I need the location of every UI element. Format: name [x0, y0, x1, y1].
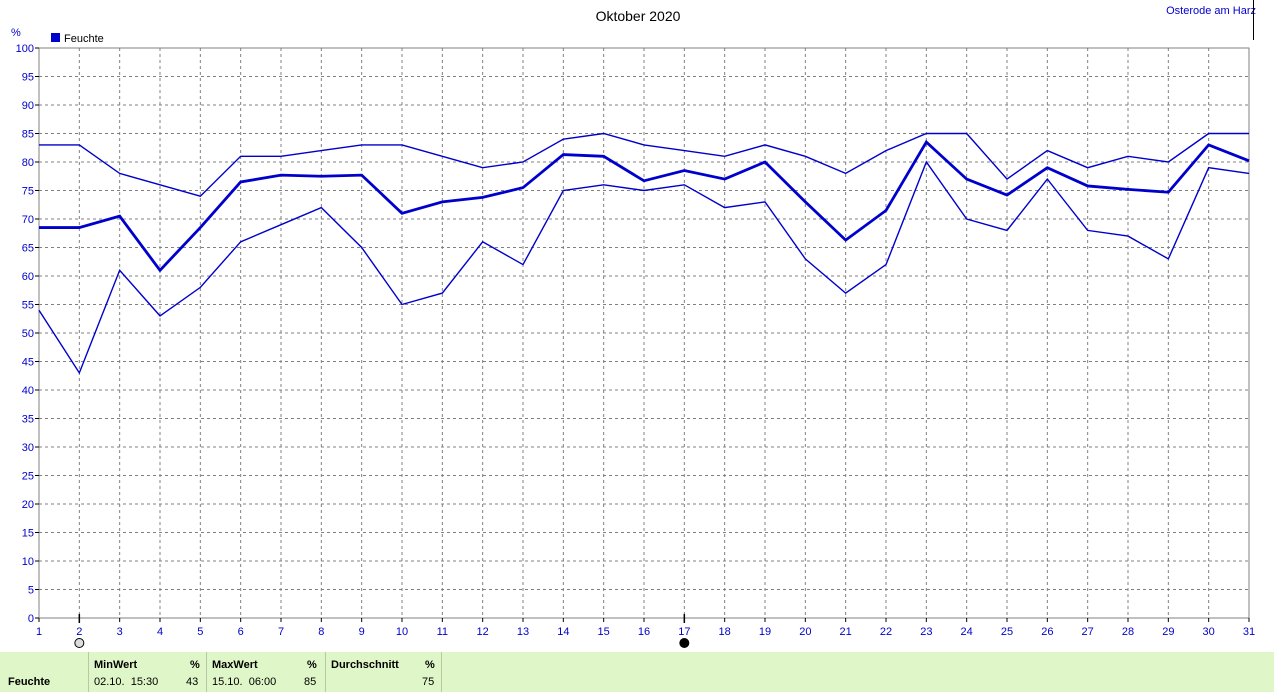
avg-header: Durchschnitt — [331, 659, 399, 671]
x-tick-label: 31 — [1243, 626, 1255, 638]
x-tick-label: 25 — [1001, 626, 1013, 638]
y-tick-label: 15 — [22, 528, 34, 540]
column-divider — [88, 652, 89, 692]
column-divider — [325, 652, 326, 692]
x-tick-label: 26 — [1041, 626, 1053, 638]
y-axis-ticks: 0 5 10 15 20 25 30 35 40 45 50 55 60 65 70 75 80 85 90 95 10… — [16, 43, 39, 625]
max-value: 85 — [304, 676, 317, 688]
max-header: MaxWert — [212, 659, 258, 671]
x-axis-ticks: 1 2 3 4 5 6 7 8 9 10 11 12 13 14 15 16 17 18 19 20 21 22 23 24 2… — [36, 618, 1255, 638]
max-unit: % — [307, 659, 317, 671]
min-value: 43 — [186, 676, 199, 688]
x-tick-label: 30 — [1203, 626, 1215, 638]
y-tick-label: 70 — [22, 214, 34, 226]
x-tick-label: 27 — [1082, 626, 1094, 638]
y-tick-label: 25 — [22, 471, 34, 483]
x-tick-label: 7 — [278, 626, 284, 638]
y-tick-label: 50 — [22, 328, 34, 340]
y-tick-label: 90 — [22, 100, 34, 112]
y-tick-label: 45 — [22, 357, 34, 369]
max-humidity-line — [39, 132, 1249, 197]
x-tick-label: 14 — [557, 626, 569, 638]
y-tick-label: 10 — [22, 556, 34, 568]
x-tick-label: 8 — [318, 626, 324, 638]
series-group — [38, 132, 1250, 375]
column-divider — [206, 652, 207, 692]
x-tick-label: 28 — [1122, 626, 1134, 638]
min-time: 02.10. 15:30 — [94, 676, 159, 688]
legend-label: Feuchte — [64, 33, 104, 45]
x-tick-label: 18 — [719, 626, 731, 638]
chart-title: Oktober 2020 — [596, 8, 681, 24]
humidity-chart: 0510152025303540455055606570758085909510… — [11, 8, 1255, 648]
y-tick-label: 40 — [22, 385, 34, 397]
y-tick-label: 95 — [22, 72, 34, 84]
x-tick-label: 6 — [238, 626, 244, 638]
x-tick-label: 17 — [678, 626, 690, 638]
y-tick-label: 100 — [16, 43, 34, 55]
min-header: MinWert — [94, 659, 138, 671]
min-unit: % — [190, 659, 200, 671]
stats-footer: Feuchte MinWert % 02.10. 15:30 43 MaxWer… — [0, 652, 1274, 692]
x-tick-label: 22 — [880, 626, 892, 638]
column-divider — [441, 652, 442, 692]
x-tick-label: 4 — [157, 626, 163, 638]
x-tick-label: 23 — [920, 626, 932, 638]
x-tick-label: 21 — [840, 626, 852, 638]
x-tick-label: 13 — [517, 626, 529, 638]
x-tick-label: 1 — [36, 626, 42, 638]
y-tick-label: 80 — [22, 157, 34, 169]
y-tick-label: 75 — [22, 186, 34, 198]
x-tick-label: 29 — [1162, 626, 1174, 638]
y-tick-label: 35 — [22, 414, 34, 426]
row-label: Feuchte — [8, 676, 51, 688]
x-tick-label: 5 — [197, 626, 203, 638]
event-markers — [74, 614, 690, 648]
x-tick-label: 12 — [477, 626, 489, 638]
y-tick-label: 30 — [22, 442, 34, 454]
max-time: 15.10. 06:00 — [212, 676, 277, 688]
max-marker-icon — [679, 638, 690, 648]
min-humidity-line — [38, 160, 1250, 375]
x-tick-label: 15 — [598, 626, 610, 638]
x-tick-label: 19 — [759, 626, 771, 638]
legend-swatch — [51, 33, 60, 42]
x-tick-label: 3 — [117, 626, 123, 638]
avg-unit: % — [425, 659, 435, 671]
gridlines — [39, 48, 1249, 618]
x-tick-label: 11 — [437, 626, 448, 638]
x-tick-label: 24 — [961, 626, 973, 638]
avg-humidity-line — [39, 139, 1250, 273]
y-axis-unit: % — [11, 27, 21, 39]
x-tick-label: 9 — [359, 626, 365, 638]
right-border — [1253, 0, 1254, 40]
x-tick-label: 2 — [76, 626, 82, 638]
y-tick-label: 5 — [28, 585, 34, 597]
x-tick-label: 10 — [396, 626, 408, 638]
y-tick-label: 65 — [22, 243, 34, 255]
y-tick-label: 55 — [22, 300, 34, 312]
x-tick-label: 16 — [638, 626, 650, 638]
x-tick-label: 20 — [799, 626, 811, 638]
station-name: Osterode am Harz — [1166, 5, 1256, 17]
min-marker-icon — [74, 638, 85, 648]
y-tick-label: 20 — [22, 499, 34, 511]
avg-value: 75 — [422, 676, 435, 688]
y-tick-label: 85 — [22, 129, 34, 141]
y-tick-label: 0 — [28, 613, 34, 625]
y-tick-label: 60 — [22, 271, 34, 283]
